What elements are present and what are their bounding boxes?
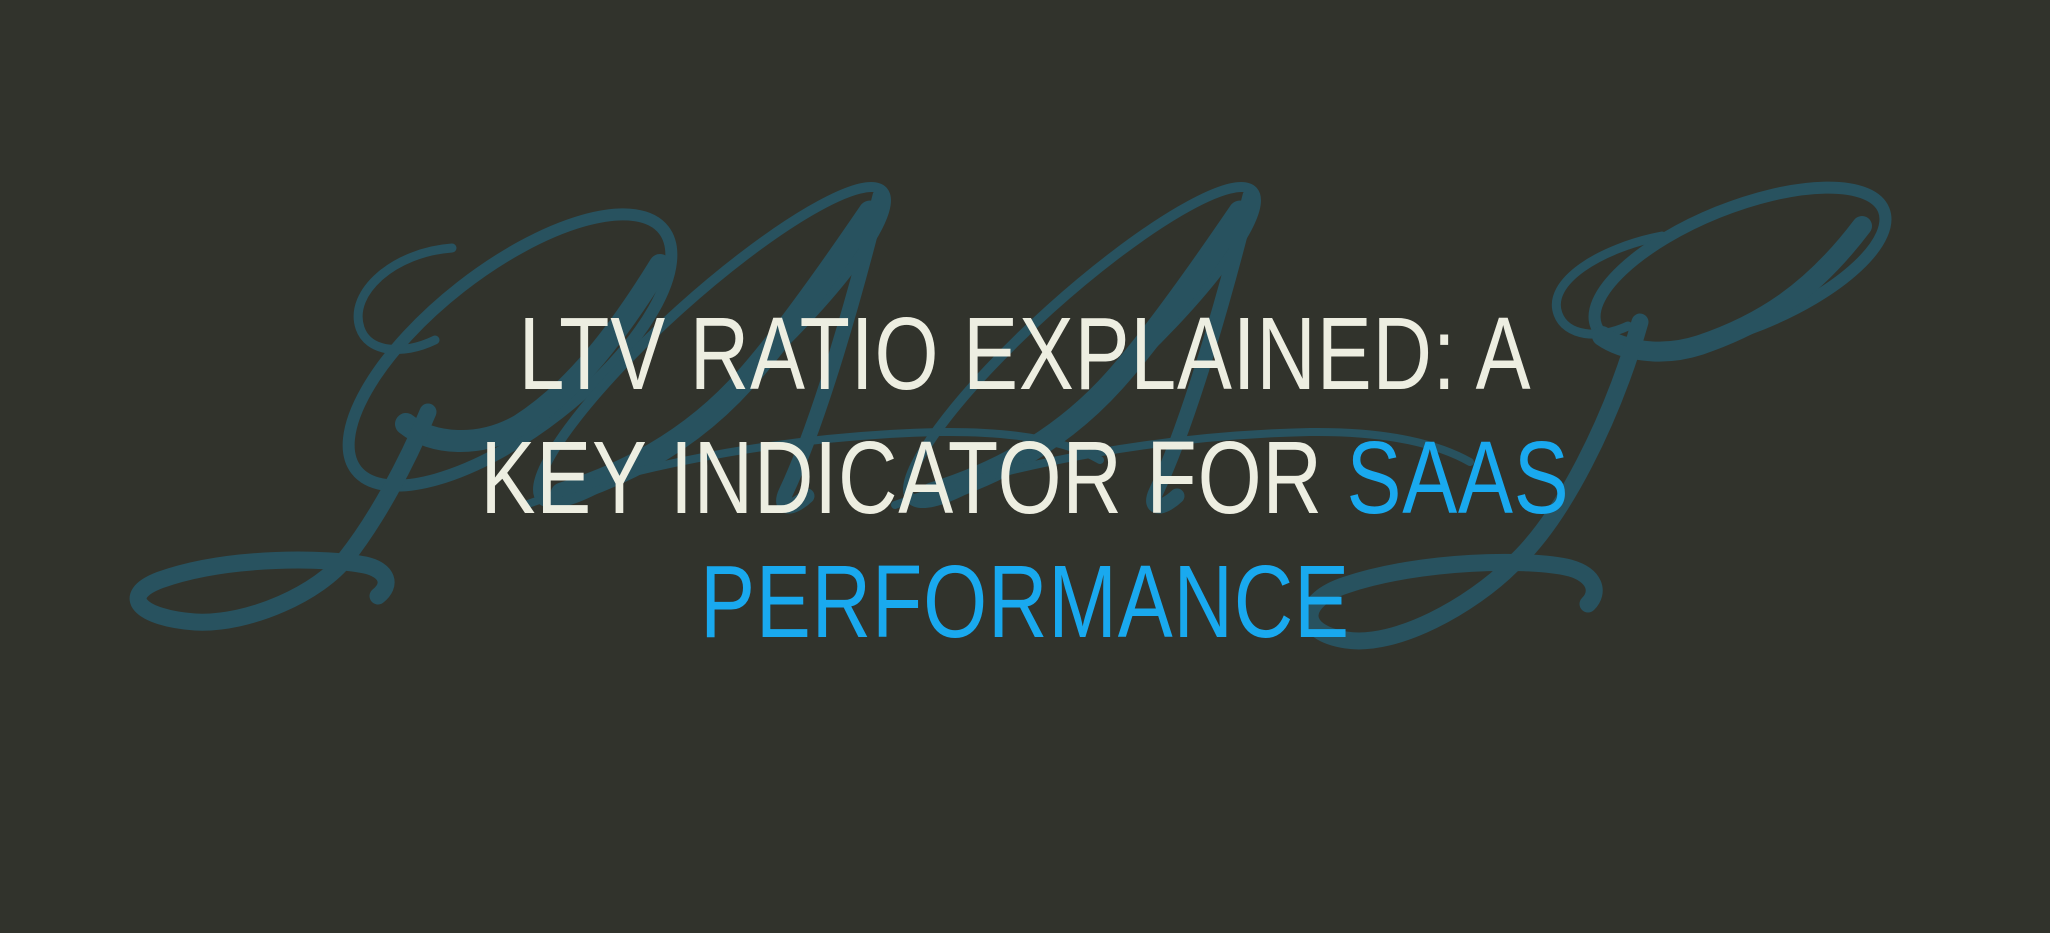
title-line-2-prefix: KEY INDICATOR FOR — [480, 419, 1347, 535]
page-title: LTV RATIO EXPLAINED: A KEY INDICATOR FOR… — [205, 0, 1845, 933]
title-line-2: KEY INDICATOR FOR SAAS — [480, 416, 1569, 540]
title-line-1: LTV RATIO EXPLAINED: A — [518, 295, 1532, 411]
title-line-2-accent: SAAS — [1346, 419, 1570, 535]
title-line-3: PERFORMANCE — [700, 543, 1350, 659]
